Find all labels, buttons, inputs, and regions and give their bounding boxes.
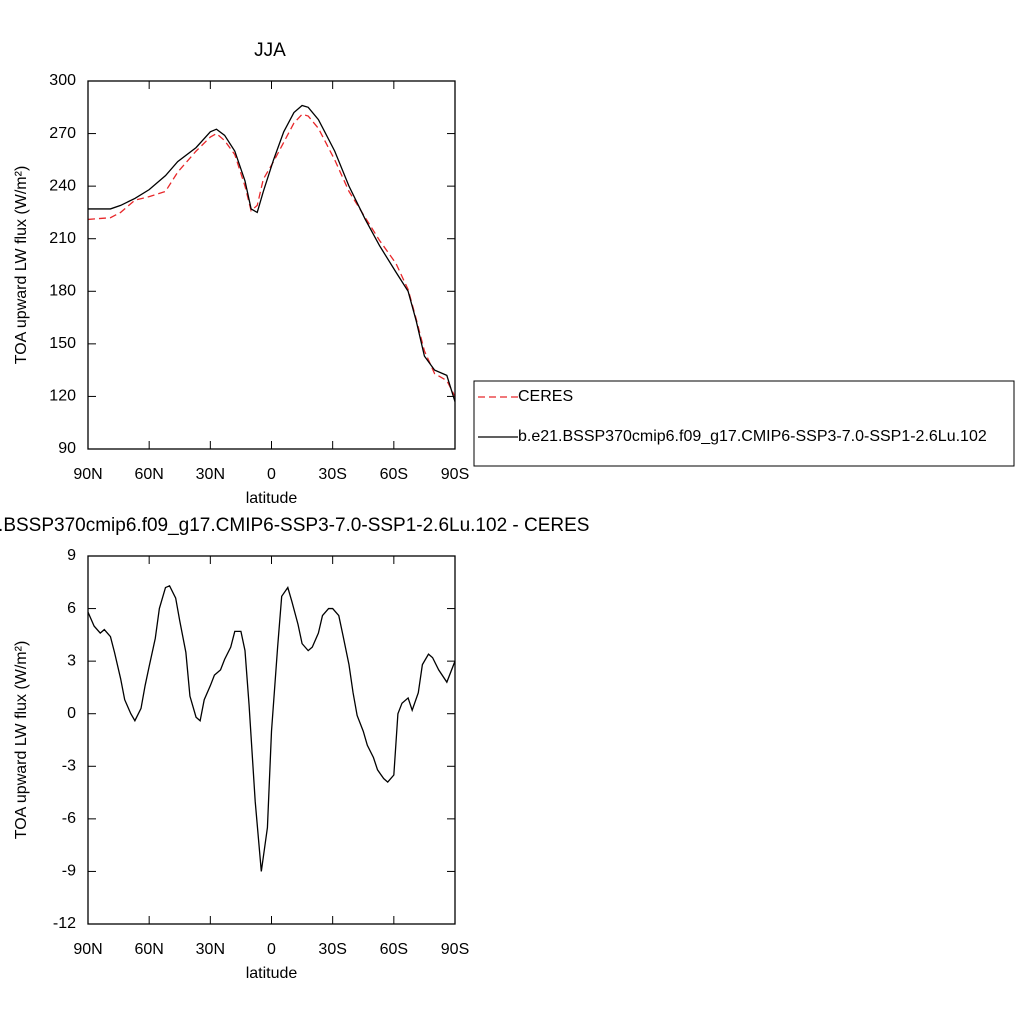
plot-frame [87, 555, 456, 925]
y-tick-label: -6 [62, 810, 76, 827]
y-axis-label: TOA upward LW flux (W/m²) [13, 641, 30, 840]
x-tick-label: 90S [441, 466, 469, 483]
data-line [88, 104, 456, 402]
y-tick-label: 210 [49, 230, 76, 247]
y-tick-label: 0 [67, 705, 76, 722]
y-tick-label: -12 [53, 915, 76, 932]
y-tick-label: 6 [67, 600, 76, 617]
x-tick-label: 90S [441, 941, 469, 958]
legend-box [473, 380, 1015, 467]
x-tick-label: 60S [380, 941, 408, 958]
legend-label: b.e21.BSSP370cmip6.f09_g17.CMIP6-SSP3-7.… [518, 428, 987, 445]
plot-frame [87, 80, 456, 450]
x-tick-label: 60N [134, 941, 163, 958]
x-tick-label: 90N [73, 466, 102, 483]
x-tick-label: 30S [318, 466, 346, 483]
data-line [87, 113, 456, 397]
legend-label: CERES [518, 388, 573, 405]
y-tick-label: 180 [49, 283, 76, 300]
x-tick-label: 30S [318, 941, 346, 958]
y-tick-label: 240 [49, 177, 76, 194]
x-tick-label: 60N [134, 466, 163, 483]
y-tick-label: 3 [67, 652, 76, 669]
y-tick-label: 120 [49, 388, 76, 405]
x-tick-label: 60S [380, 466, 408, 483]
chart-title: JJA [254, 40, 286, 61]
x-tick-label: 0 [267, 941, 276, 958]
x-axis-label: latitude [246, 490, 298, 507]
x-tick-label: 0 [267, 466, 276, 483]
x-tick-label: 30N [196, 466, 225, 483]
chart-title: b.e21.BSSP370cmip6.f09_g17.CMIP6-SSP3-7.… [0, 515, 589, 536]
y-axis-label: TOA upward LW flux (W/m²) [13, 166, 30, 365]
data-line [87, 584, 456, 872]
y-tick-label: -9 [62, 863, 76, 880]
x-tick-label: 90N [73, 941, 102, 958]
x-axis-label: latitude [246, 965, 298, 982]
y-tick-label: 150 [49, 335, 76, 352]
y-tick-label: -3 [62, 758, 76, 775]
y-tick-label: 270 [49, 125, 76, 142]
x-tick-label: 30N [196, 941, 225, 958]
y-tick-label: 300 [49, 72, 76, 89]
y-tick-label: 90 [58, 440, 76, 457]
y-tick-label: 9 [67, 547, 76, 564]
